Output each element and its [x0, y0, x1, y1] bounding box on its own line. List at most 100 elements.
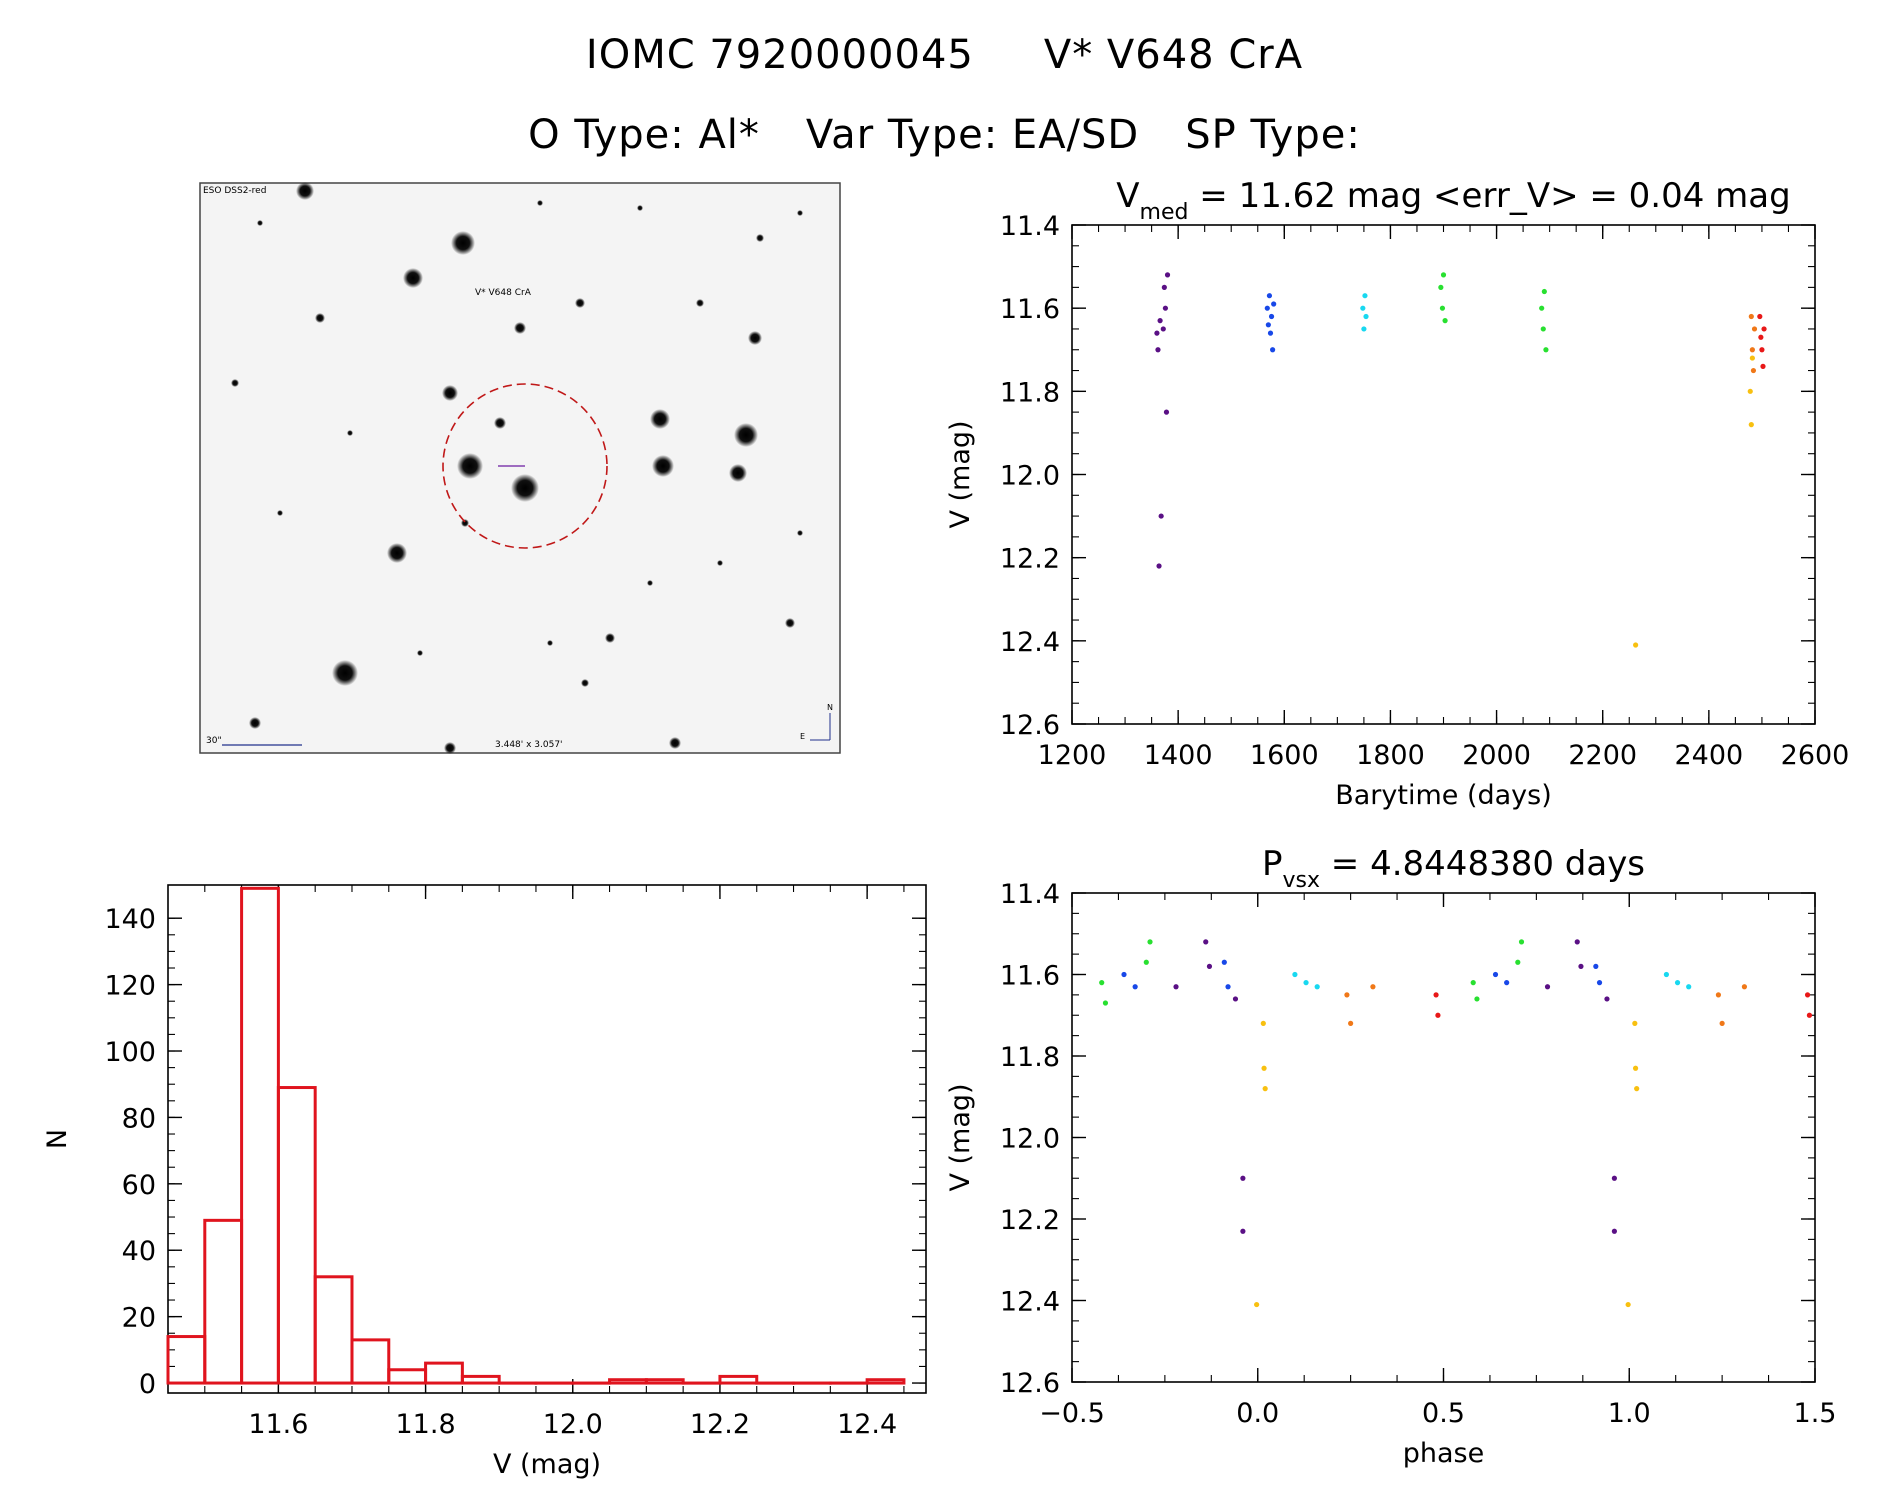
- x-tick-label: 1400: [1144, 740, 1213, 771]
- data-point: [1163, 409, 1170, 415]
- histogram-bar: [424, 1361, 464, 1385]
- data-point: [1360, 305, 1366, 311]
- data-point: [1748, 422, 1754, 428]
- finder-star: [231, 379, 239, 387]
- y-tick-label: 12.2: [1000, 1205, 1060, 1236]
- data-point: [1154, 330, 1160, 336]
- data-point: [1515, 959, 1521, 965]
- x-tick-label: 2000: [1462, 740, 1531, 771]
- data-point: [1544, 984, 1551, 990]
- x-tick-label: −0.5: [1039, 1398, 1105, 1429]
- data-point: [1164, 272, 1171, 278]
- data-point: [1719, 1020, 1725, 1026]
- data-point: [1266, 293, 1273, 299]
- panel-title-main: P: [1262, 844, 1283, 884]
- target-circle: [442, 383, 608, 549]
- data-point: [1749, 347, 1755, 353]
- data-point: [1518, 939, 1525, 945]
- x-tick-label: 12.4: [837, 1409, 897, 1440]
- finder-star: [729, 464, 747, 482]
- data-point: [1686, 984, 1692, 990]
- histogram-bar: [608, 1378, 648, 1385]
- compass-arrows: [810, 713, 831, 741]
- data-point: [1633, 642, 1639, 648]
- data-point: [1543, 347, 1549, 353]
- panel-title-value: = 4.8448380 days: [1320, 844, 1645, 884]
- data-point: [1760, 363, 1766, 369]
- data-point: [1632, 1065, 1639, 1071]
- data-point: [1121, 971, 1127, 978]
- scale-label: 30": [206, 736, 222, 746]
- finder-star: [257, 220, 263, 226]
- data-point: [1440, 272, 1447, 278]
- y-tick-label: 11.8: [1000, 377, 1060, 408]
- finder-star: [537, 200, 543, 206]
- histogram-bar: [865, 1378, 906, 1385]
- y-tick-label: 11.6: [1000, 961, 1060, 992]
- data-point: [1634, 1086, 1640, 1092]
- y-tick-label: 11.6: [1000, 294, 1060, 325]
- data-point: [1593, 963, 1599, 969]
- y-tick-label: 80: [122, 1103, 156, 1134]
- data-point: [1132, 984, 1138, 990]
- data-point: [1162, 305, 1169, 311]
- x-tick-label: 1800: [1356, 740, 1425, 771]
- data-point: [1504, 980, 1510, 986]
- y-tick-label: 12.4: [1000, 1287, 1060, 1318]
- data-point: [1442, 318, 1448, 324]
- finder-star: [444, 742, 456, 754]
- data-point: [1314, 984, 1320, 990]
- data-point: [1260, 1020, 1266, 1026]
- data-point: [1143, 959, 1149, 965]
- data-point: [1206, 963, 1213, 969]
- data-point: [1574, 939, 1580, 945]
- histogram-bar: [644, 1378, 685, 1385]
- data-point: [1804, 992, 1811, 998]
- x-tick-label: 0.0: [1236, 1398, 1279, 1429]
- data-point: [1674, 980, 1681, 986]
- data-point: [1750, 367, 1757, 374]
- data-point: [1433, 992, 1439, 998]
- histogram-bar: [313, 1275, 354, 1385]
- data-point: [1747, 388, 1753, 394]
- data-point: [1611, 1228, 1617, 1234]
- data-point: [1761, 326, 1767, 332]
- data-point: [1632, 1020, 1638, 1026]
- x-tick-label: 2200: [1568, 740, 1637, 771]
- finder-star: [514, 322, 526, 334]
- data-point: [1271, 301, 1277, 307]
- survey-label: ESO DSS2-red: [203, 186, 266, 196]
- y-tick-label: 20: [122, 1303, 156, 1334]
- data-point: [1435, 1012, 1441, 1018]
- y-tick-label: 0: [139, 1369, 156, 1400]
- data-point: [1157, 318, 1163, 324]
- x-tick-label: 1.0: [1608, 1398, 1651, 1429]
- data-point: [1663, 971, 1669, 978]
- data-point: [1806, 1012, 1813, 1018]
- data-point: [1147, 939, 1153, 945]
- data-point: [1541, 288, 1547, 295]
- finder-star: [417, 650, 423, 656]
- y-tick-label: 120: [104, 971, 156, 1002]
- finder-star: [652, 455, 674, 477]
- x-axis-label: phase: [1403, 1438, 1484, 1469]
- compass-east: E: [800, 732, 805, 741]
- finder-star: [315, 313, 325, 323]
- data-point: [1348, 1020, 1354, 1026]
- data-point: [1758, 334, 1764, 340]
- data-point: [1492, 971, 1499, 978]
- histogram-bar: [203, 1218, 244, 1385]
- x-axis-label: Barytime (days): [1335, 780, 1552, 811]
- y-tick-label: 12.4: [1000, 627, 1060, 658]
- data-point: [1264, 305, 1270, 311]
- finder-star: [461, 519, 469, 527]
- spectral-type: SP Type:: [1185, 112, 1361, 158]
- data-point: [1362, 293, 1368, 299]
- data-point: [1361, 326, 1367, 332]
- data-point: [1268, 313, 1275, 320]
- data-point: [1161, 284, 1167, 290]
- finder-star: [457, 453, 483, 479]
- data-point: [1438, 284, 1444, 290]
- compass-north: N: [827, 703, 833, 712]
- target-label: V* V648 CrA: [475, 288, 532, 298]
